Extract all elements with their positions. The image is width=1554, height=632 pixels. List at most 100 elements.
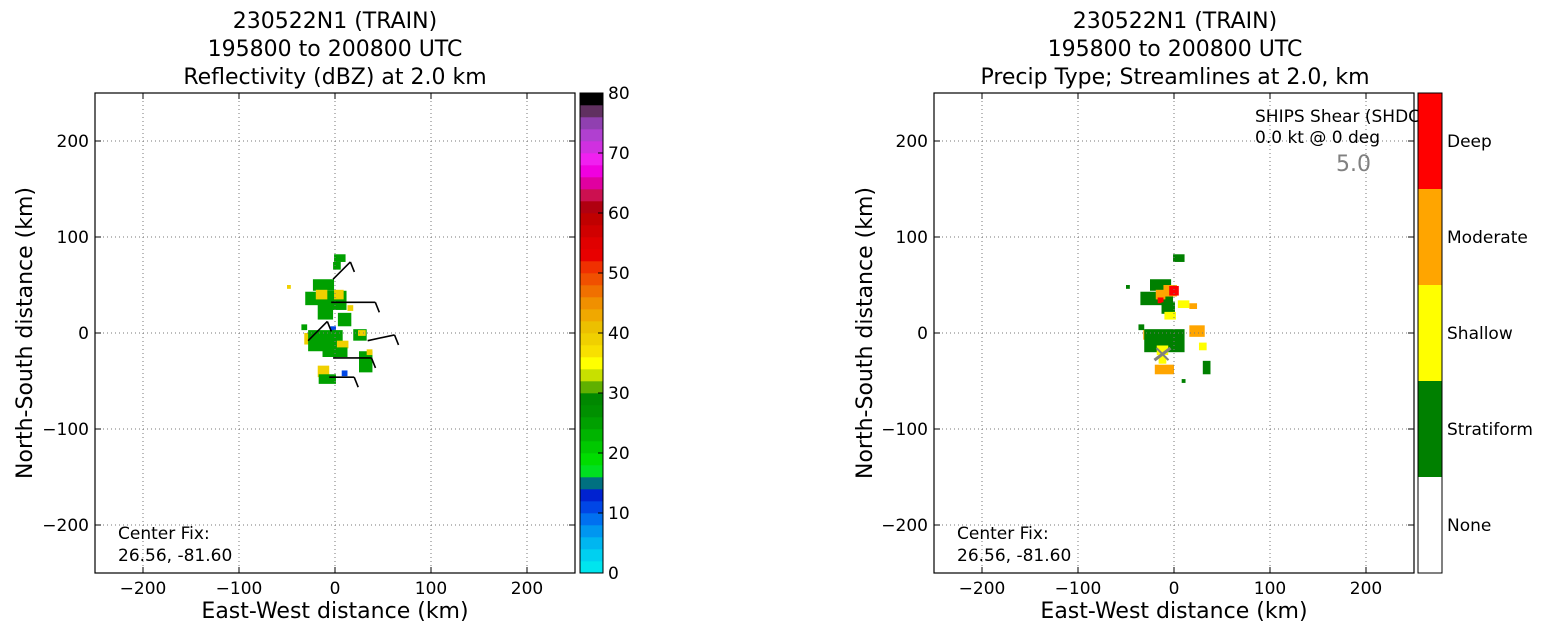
echo-cell bbox=[1164, 311, 1176, 320]
colorbar-segment bbox=[580, 381, 603, 394]
colorbar-segment bbox=[580, 441, 603, 454]
colorbar-segment bbox=[580, 513, 603, 526]
wind-barb bbox=[332, 261, 351, 280]
chart-title-line: 230522N1 (TRAIN) bbox=[233, 9, 437, 34]
chart-panel-1: 230522N1 (TRAIN) 195800 to 200800 UTC Refl… bbox=[13, 9, 630, 624]
wind-barb-flag bbox=[353, 376, 359, 388]
colorbar-category-label: Moderate bbox=[1447, 228, 1528, 248]
y-axis-label: North-South distance (km) bbox=[13, 187, 38, 479]
echo-cell bbox=[317, 304, 334, 320]
echo-cell bbox=[1189, 303, 1198, 309]
colorbar-segment bbox=[580, 561, 603, 574]
echo-cell bbox=[1150, 279, 1172, 291]
colorbar-segment bbox=[580, 393, 603, 406]
colorbar-segment bbox=[580, 333, 603, 346]
colorbar-tick-label: 0 bbox=[608, 564, 619, 584]
chart-title-line: 195800 to 200800 UTC bbox=[1048, 37, 1303, 62]
wind-barb-flag bbox=[393, 334, 400, 346]
y-tick-label: 0 bbox=[917, 324, 928, 344]
colorbar-tick-label: 50 bbox=[608, 264, 630, 284]
colorbar-segment bbox=[580, 549, 603, 562]
colorbar-segment bbox=[580, 153, 603, 166]
echo-cell bbox=[1169, 285, 1179, 296]
echo-cell bbox=[1138, 324, 1145, 331]
colorbar-segment bbox=[580, 525, 603, 538]
x-tick-label: 0 bbox=[330, 579, 341, 599]
colorbar-segment bbox=[580, 297, 603, 310]
chart-title-line: 230522N1 (TRAIN) bbox=[1073, 9, 1277, 34]
echo-cell bbox=[366, 349, 373, 356]
colorbar-tick-label: 10 bbox=[608, 504, 630, 524]
echo-cell bbox=[1158, 356, 1167, 364]
colorbar-segment bbox=[580, 249, 603, 262]
colorbar-segment bbox=[580, 141, 603, 154]
y-tick-label: −100 bbox=[881, 420, 928, 440]
colorbar-segment bbox=[580, 357, 603, 370]
colorbar-segment bbox=[1418, 93, 1442, 189]
colorbar-segment bbox=[580, 105, 603, 118]
y-tick-label: −200 bbox=[881, 516, 928, 536]
colorbar-segment bbox=[580, 489, 603, 502]
y-tick-label: −100 bbox=[42, 420, 89, 440]
colorbar-tick-label: 70 bbox=[608, 144, 630, 164]
y-tick-label: 200 bbox=[57, 132, 89, 152]
colorbar-segment bbox=[580, 201, 603, 214]
x-tick-label: −100 bbox=[216, 579, 263, 599]
x-tick-label: 0 bbox=[1169, 579, 1180, 599]
colorbar-segment bbox=[580, 369, 603, 382]
x-tick-label: 100 bbox=[415, 579, 447, 599]
x-axis-label: East-West distance (km) bbox=[1040, 599, 1307, 624]
colorbar-segment bbox=[580, 117, 603, 130]
colorbar-category-label: Shallow bbox=[1447, 324, 1513, 344]
chart-title-line: Precip Type; Streamlines at 2.0, km bbox=[980, 65, 1369, 90]
x-tick-label: −200 bbox=[120, 579, 167, 599]
echo-cell bbox=[1198, 342, 1207, 351]
colorbar-segment bbox=[580, 537, 603, 550]
x-tick-label: 200 bbox=[1350, 579, 1382, 599]
colorbar-category-label: Deep bbox=[1447, 132, 1492, 152]
echo-cell bbox=[1154, 364, 1174, 375]
wind-barb bbox=[367, 334, 395, 342]
colorbar-segment bbox=[580, 309, 603, 322]
center-fix-annotation: Center Fix: bbox=[957, 524, 1049, 544]
colorbar-segment bbox=[580, 429, 603, 442]
echo-cell bbox=[1157, 297, 1164, 304]
ships-shear-text: 0.0 kt @ 0 deg bbox=[1255, 128, 1380, 148]
colorbar-segment bbox=[580, 237, 603, 250]
colorbar-tick-label: 40 bbox=[608, 324, 630, 344]
colorbar-segment bbox=[580, 453, 603, 466]
echo-cell bbox=[1161, 302, 1175, 314]
colorbar-category-label: None bbox=[1447, 516, 1491, 536]
colorbar-segment bbox=[580, 321, 603, 334]
echo-cell bbox=[359, 351, 373, 373]
y-tick-label: 100 bbox=[57, 228, 89, 248]
echo-cell bbox=[1156, 345, 1169, 356]
colorbar-category-label: Stratiform bbox=[1447, 420, 1533, 440]
y-axis-label: North-South distance (km) bbox=[853, 187, 878, 479]
echo-cell bbox=[287, 285, 291, 289]
echo-cell bbox=[317, 365, 330, 378]
colorbar-segment bbox=[580, 417, 603, 430]
colorbar-segment bbox=[580, 261, 603, 274]
colorbar-tick-label: 60 bbox=[608, 204, 630, 224]
echo-cell bbox=[336, 340, 349, 349]
x-tick-label: −100 bbox=[1055, 579, 1102, 599]
colorbar-segment bbox=[580, 225, 603, 238]
colorbar-segment bbox=[580, 405, 603, 418]
echo-cell bbox=[341, 370, 348, 377]
colorbar-segment bbox=[1418, 285, 1442, 381]
echo-cell bbox=[347, 305, 354, 311]
wind-barb-flag bbox=[370, 357, 377, 369]
colorbar-segment bbox=[580, 345, 603, 358]
echo-cell bbox=[318, 374, 336, 384]
echo-cell bbox=[1177, 300, 1190, 309]
colorbar-segment bbox=[1418, 381, 1442, 477]
shear-vector-marker bbox=[1155, 347, 1170, 361]
wind-barb-flag bbox=[326, 321, 333, 332]
colorbar-segment bbox=[580, 189, 603, 202]
y-tick-label: −200 bbox=[42, 516, 89, 536]
echo-cell bbox=[301, 324, 308, 331]
colorbar-segment bbox=[580, 477, 603, 490]
echo-cell bbox=[312, 279, 335, 291]
colorbar-segment bbox=[580, 165, 603, 178]
